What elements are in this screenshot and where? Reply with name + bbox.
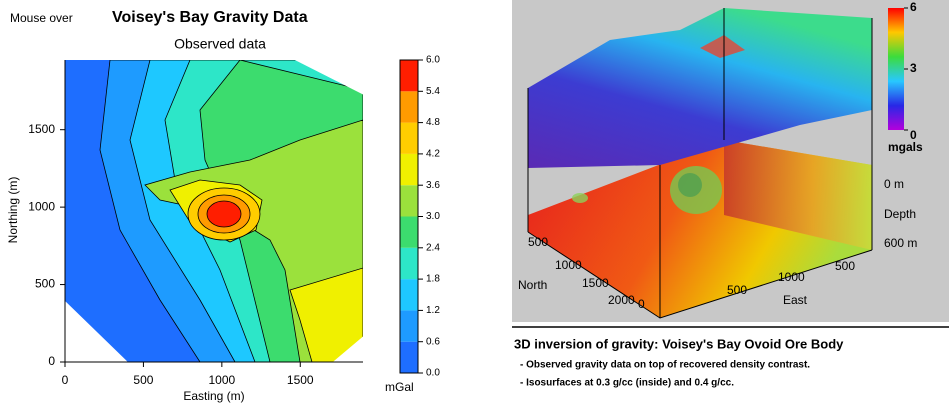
- mouse-over: Mouse over: [10, 11, 73, 25]
- east-label: East: [783, 293, 808, 307]
- colorbar-tick-label: 3.6: [426, 180, 440, 191]
- 3d-render: [512, 0, 949, 322]
- y-tick-label: 0: [48, 354, 55, 368]
- colorbar-tick-label: 3.0: [426, 211, 440, 222]
- contour-band: [289, 267, 363, 362]
- y-tick-label: 500: [35, 277, 55, 291]
- depth-label: Depth: [884, 207, 916, 221]
- colorbar-tick-label: 4.2: [426, 149, 440, 160]
- colorbar-segment: [400, 310, 418, 342]
- colorbar-tick-label: 2.4: [426, 242, 440, 253]
- plot-masks: [62, 55, 366, 366]
- colorbar-segment: [400, 185, 418, 217]
- colorbar-tick-label: 0: [910, 128, 917, 142]
- y-tick-label: 1000: [28, 199, 55, 213]
- north-tick: 1000: [555, 258, 582, 272]
- colorbar-tick-label: 0.6: [426, 336, 440, 347]
- colorbar-tick-label: 5.4: [426, 86, 440, 97]
- chart-subtitle: Observed data: [174, 36, 266, 52]
- colorbar-tick-label: 1.2: [426, 305, 440, 316]
- colorbar-segment: [400, 247, 418, 280]
- caption-title: 3D inversion of gravity: Voisey's Bay Ov…: [514, 336, 844, 351]
- x-tick-label: 500: [133, 373, 153, 387]
- east-tick: 500: [727, 283, 747, 297]
- north-tick: 1500: [582, 276, 609, 290]
- y-tick-label: 1500: [28, 122, 55, 136]
- colorbar-segment: [400, 122, 418, 154]
- colorbar-tick-label: 6: [910, 0, 917, 14]
- contour-band: [206, 200, 242, 228]
- x-tick-label: 1500: [287, 373, 314, 387]
- colorbar-segment: [400, 216, 418, 248]
- east-tick: 0: [638, 297, 645, 311]
- east-tick: 500: [835, 259, 855, 273]
- colorbar-segment: [400, 341, 418, 373]
- north-tick: 500: [528, 235, 548, 249]
- right-colorbar-unit: mgals: [888, 140, 923, 154]
- depth-top-label: 0 m: [884, 177, 904, 191]
- y-axis-label: Northing (m): [6, 177, 20, 244]
- caption-line: - Isosurfaces at 0.3 g/cc (inside) and 0…: [520, 378, 734, 389]
- colorbar-tick-label: 3: [910, 61, 917, 75]
- north-tick: 2000: [608, 293, 635, 307]
- chart-title: Voisey's Bay Gravity Data: [112, 9, 308, 26]
- x-tick-label: 1000: [208, 373, 235, 387]
- colorbar-unit: mGal: [385, 380, 414, 394]
- colorbar-tick-label: 4.8: [426, 117, 440, 128]
- x-axis-label: Easting (m): [183, 389, 244, 403]
- north-label: North: [518, 278, 547, 292]
- colorbar-segment: [400, 91, 418, 123]
- colorbar-tick-label: 0.0: [426, 368, 440, 379]
- contour-map: [65, 60, 363, 362]
- x-tick-label: 0: [62, 373, 69, 387]
- colorbar-tick-label: 6.0: [426, 55, 440, 66]
- colorbar-segment: [400, 60, 418, 92]
- colorbar-segment: [400, 153, 418, 186]
- colorbar-tick-label: 1.8: [426, 274, 440, 285]
- depth-bottom-label: 600 m: [884, 236, 917, 250]
- east-tick: 1000: [778, 270, 805, 284]
- colorbar-segment: [400, 279, 418, 311]
- caption-line: - Observed gravity data on top of recove…: [520, 360, 810, 371]
